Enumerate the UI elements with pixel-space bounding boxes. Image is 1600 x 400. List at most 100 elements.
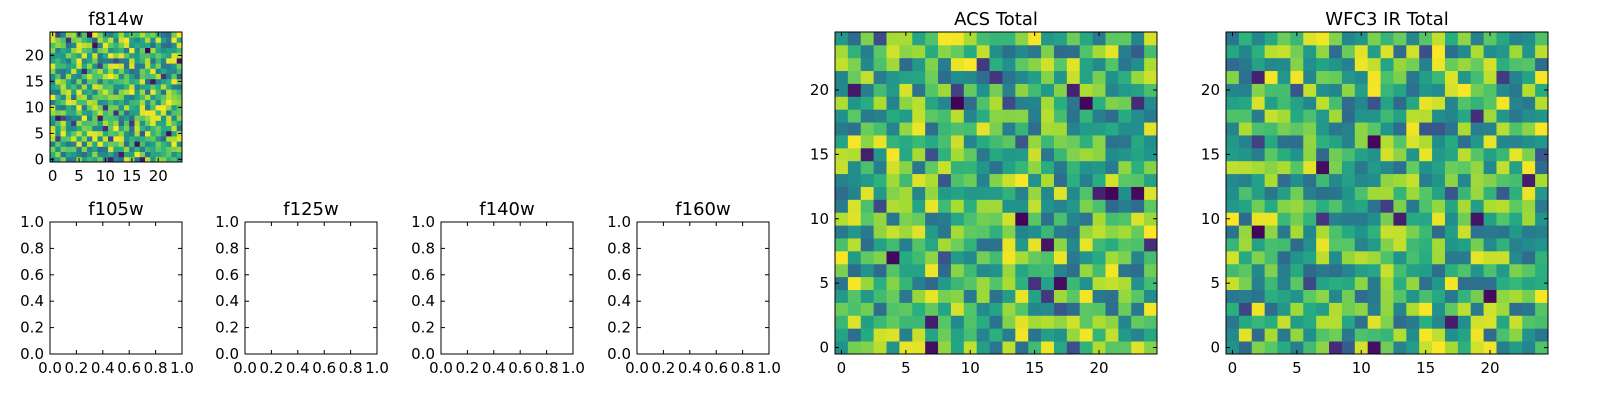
heatmap-cell	[60, 52, 67, 59]
heatmap-cell	[1264, 70, 1278, 84]
heatmap-cell	[950, 186, 965, 200]
heatmap-cell	[1341, 225, 1356, 239]
x-tick-label: 0.8	[339, 359, 363, 377]
heatmap-cell	[1329, 32, 1343, 46]
heatmap-cell	[938, 147, 952, 162]
heatmap-cell	[1419, 302, 1433, 316]
heatmap-cell	[1483, 70, 1497, 84]
heatmap-cell	[97, 125, 104, 132]
heatmap-cell	[171, 115, 178, 121]
heatmap-cell	[1457, 186, 1472, 200]
heatmap-cell	[123, 73, 130, 80]
heatmap-cell	[171, 58, 178, 64]
heatmap-cell	[145, 63, 151, 69]
heatmap-cell	[55, 110, 61, 116]
heatmap-cell	[976, 328, 990, 342]
heatmap-cell	[108, 84, 114, 90]
heatmap-cell	[76, 115, 83, 121]
heatmap-cell	[1393, 147, 1407, 162]
heatmap-cell	[166, 84, 172, 90]
heatmap-cell	[1316, 135, 1330, 149]
x-tick-label: 0.4	[678, 359, 702, 377]
heatmap-cell	[1251, 315, 1266, 329]
heatmap-cell	[1105, 341, 1119, 355]
y-tick-label: 0.0	[20, 345, 44, 363]
x-tick-label: 1.0	[561, 359, 585, 377]
heatmap-cell	[1041, 289, 1055, 303]
axes-frame	[440, 221, 574, 355]
heatmap-cell	[60, 32, 67, 38]
heatmap-cell	[847, 238, 862, 252]
heatmap-cell	[899, 173, 913, 187]
heatmap-cell	[912, 96, 926, 110]
heatmap-cell	[97, 68, 104, 74]
heatmap-cell	[1264, 289, 1278, 303]
heatmap-cell	[171, 146, 178, 152]
heatmap-cell	[160, 58, 167, 64]
heatmap-cell	[1015, 341, 1029, 355]
heatmap-cell	[113, 78, 120, 85]
heatmap-cell	[1341, 135, 1356, 149]
heatmap-cell	[1406, 341, 1420, 355]
heatmap-cell	[989, 44, 1003, 59]
heatmap-cell	[1522, 147, 1536, 162]
heatmap-cell	[1367, 57, 1381, 72]
heatmap-cell	[1092, 186, 1106, 200]
heatmap-cell	[1509, 315, 1523, 329]
heatmap-cell	[150, 99, 156, 106]
x-tick-label: 0	[1228, 359, 1238, 377]
heatmap-cell	[1226, 83, 1240, 97]
heatmap-cell	[166, 52, 172, 59]
heatmap-cell	[1079, 186, 1093, 200]
heatmap-cell	[1432, 225, 1446, 239]
heatmap-cell	[1290, 32, 1304, 46]
heatmap-cell	[1303, 122, 1317, 136]
heatmap-cell	[1522, 289, 1536, 303]
heatmap-cell	[1105, 135, 1119, 149]
heatmap-cell	[1066, 135, 1081, 149]
heatmap-cell	[847, 57, 862, 72]
heatmap-cell	[86, 104, 93, 111]
heatmap-cell	[1118, 263, 1132, 278]
heatmap-cell	[65, 73, 72, 80]
y-tick-label: 0.6	[411, 266, 435, 284]
heatmap-cell	[1277, 276, 1291, 290]
heatmap-cell	[1238, 199, 1253, 213]
heatmap-cell	[176, 68, 183, 74]
heatmap-cell	[1496, 199, 1510, 213]
heatmap-cell	[1457, 44, 1472, 59]
heatmap-cell	[1118, 135, 1132, 149]
heatmap-cell	[166, 42, 172, 48]
heatmap-cell	[1419, 70, 1433, 84]
heatmap-cell	[1079, 109, 1093, 123]
heatmap-cell	[160, 151, 167, 158]
heatmap-cell	[1144, 289, 1158, 303]
heatmap-cell	[938, 44, 952, 59]
heatmap-cell	[963, 238, 978, 252]
heatmap-cell	[912, 225, 926, 239]
heatmap-cell	[102, 73, 109, 80]
heatmap-cell	[1341, 186, 1356, 200]
heatmap-cell	[1041, 341, 1055, 355]
heatmap-cell	[1105, 289, 1119, 303]
heatmap-cell	[102, 130, 109, 137]
y-tick-label: 5	[34, 124, 44, 142]
heatmap-cell	[1002, 315, 1016, 329]
heatmap-cell	[1251, 173, 1266, 187]
heatmap-cell	[1354, 302, 1369, 316]
heatmap-cell	[1367, 328, 1381, 342]
heatmap-cell	[1444, 44, 1459, 59]
heatmap-cell	[976, 109, 990, 123]
heatmap-cell	[1226, 276, 1240, 290]
heatmap-cell	[81, 84, 88, 90]
heatmap-cell	[976, 289, 990, 303]
heatmap-cell	[1496, 160, 1510, 175]
heatmap-cell	[81, 68, 88, 74]
heatmap-cell	[166, 63, 172, 69]
heatmap-cell	[899, 70, 913, 84]
heatmap-cell	[1316, 57, 1330, 72]
heatmap-cell	[1002, 186, 1016, 200]
heatmap-cell	[847, 70, 862, 84]
heatmap-cell	[129, 89, 135, 95]
heatmap-cell	[1277, 328, 1291, 342]
